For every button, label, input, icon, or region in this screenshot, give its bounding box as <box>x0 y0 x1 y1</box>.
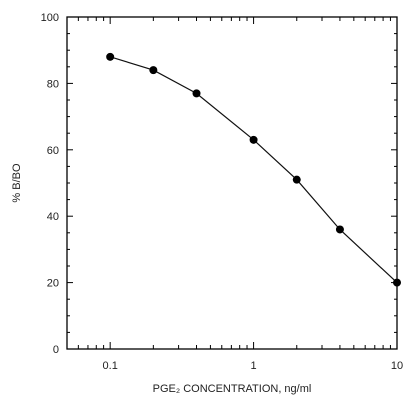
x-axis-title: PGE₂ CONCENTRATION, ng/ml <box>153 383 312 395</box>
y-tick-label: 0 <box>53 344 59 356</box>
y-axis-title: % B/BO <box>11 163 23 203</box>
data-point <box>192 89 201 98</box>
data-point <box>335 225 344 234</box>
x-tick-label: 0.1 <box>103 360 118 372</box>
data-point <box>292 175 301 184</box>
series-line <box>110 56 398 284</box>
y-tick-label: 40 <box>47 211 59 223</box>
plot-frame <box>66 16 398 350</box>
y-tick-label: 100 <box>41 12 59 24</box>
y-tick-labels: 0 20 40 60 80 100 <box>41 12 59 356</box>
data-points <box>106 52 401 287</box>
y-tick-label: 20 <box>47 278 59 290</box>
x-tick-label: 1 <box>251 360 257 372</box>
x-tick-labels: 0.1 1 10 <box>103 360 404 372</box>
ticks-layer <box>67 16 398 350</box>
y-tick-label: 80 <box>47 78 59 90</box>
data-point <box>149 66 158 75</box>
data-point <box>106 52 115 61</box>
data-point <box>249 135 258 144</box>
x-tick-label: 10 <box>391 360 403 372</box>
y-tick-label: 60 <box>47 145 59 157</box>
data-point <box>393 278 401 287</box>
